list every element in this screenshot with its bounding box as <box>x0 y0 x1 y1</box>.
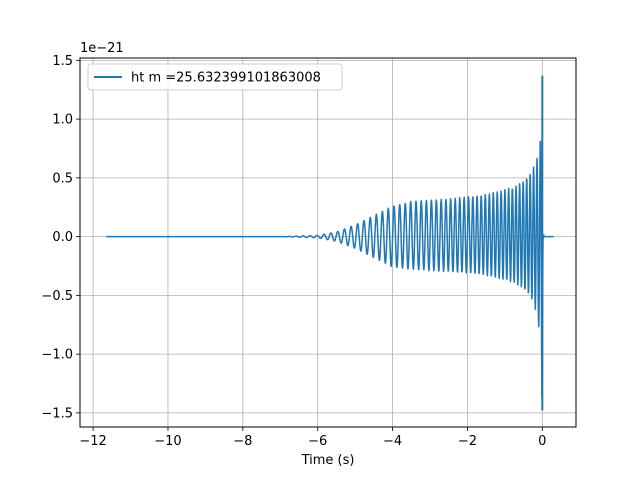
series-line <box>105 140 554 398</box>
y-tick-label: −1.0 <box>41 348 73 363</box>
y-tick-label: 1.0 <box>52 113 73 128</box>
x-tick-label: −12 <box>79 434 106 449</box>
x-tick-label: −8 <box>233 434 252 449</box>
y-tick-label: 0.0 <box>52 230 73 245</box>
y-offset-text: 1e−21 <box>80 41 124 56</box>
x-axis: −12 −10 −8 −6 −4 −2 0 <box>79 427 546 449</box>
x-tick-label: 0 <box>538 434 546 449</box>
plot-frame <box>79 57 577 428</box>
legend-box <box>87 63 343 91</box>
y-tick-label: −1.5 <box>41 406 73 421</box>
x-tick-label: −6 <box>308 434 327 449</box>
series-line-group <box>105 75 554 411</box>
x-tick-label: −4 <box>383 434 402 449</box>
x-axis-label: Time (s) <box>301 453 355 468</box>
y-axis: −1.5 −1.0 −0.5 0.0 0.5 1.0 1.5 <box>41 54 80 421</box>
y-tick-label: 0.5 <box>52 171 73 186</box>
x-tick-label: −2 <box>458 434 477 449</box>
y-tick-label: −0.5 <box>41 289 73 304</box>
y-tick-label: 1.5 <box>52 54 73 69</box>
legend: ht m =25.632399101863008 <box>87 63 343 91</box>
legend-label: ht m =25.632399101863008 <box>131 71 321 86</box>
x-tick-label: −10 <box>154 434 181 449</box>
